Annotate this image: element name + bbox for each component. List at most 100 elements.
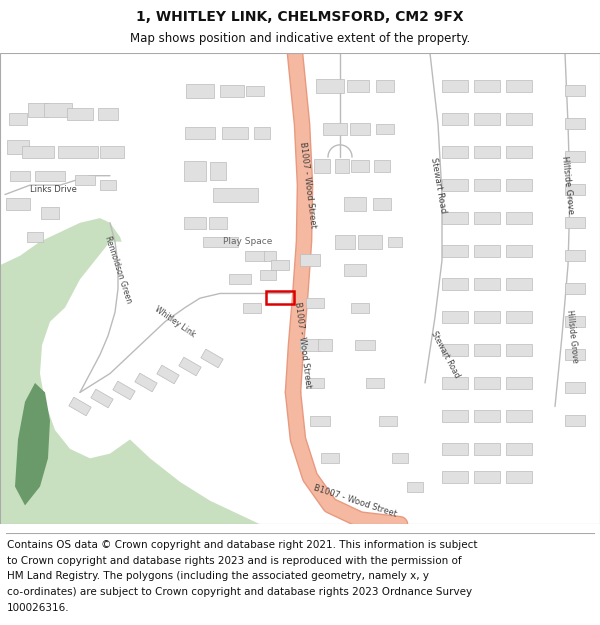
Bar xyxy=(379,416,397,426)
Bar xyxy=(91,389,113,408)
Bar xyxy=(323,122,347,134)
Text: Whitley Link: Whitley Link xyxy=(153,304,197,339)
Bar xyxy=(113,381,135,400)
Text: Hillside Grove: Hillside Grove xyxy=(560,156,575,215)
Bar xyxy=(474,80,500,92)
Text: Hillside Grove: Hillside Grove xyxy=(565,309,579,363)
Bar xyxy=(245,251,265,261)
Bar xyxy=(22,146,54,158)
Bar xyxy=(474,344,500,356)
Bar xyxy=(506,245,532,257)
Bar xyxy=(565,184,585,196)
Bar xyxy=(407,482,423,492)
Bar xyxy=(220,85,244,97)
Bar xyxy=(306,378,324,388)
Bar xyxy=(209,217,227,229)
Bar xyxy=(474,278,500,290)
Bar xyxy=(179,357,201,376)
Bar xyxy=(565,217,585,228)
Bar xyxy=(67,109,93,121)
Bar xyxy=(184,161,206,181)
Bar xyxy=(318,339,332,351)
Bar xyxy=(100,180,116,190)
Bar xyxy=(7,141,29,154)
Bar xyxy=(266,291,294,304)
Bar xyxy=(565,283,585,294)
Bar xyxy=(310,416,330,426)
Bar xyxy=(35,171,65,181)
Bar xyxy=(506,344,532,356)
Bar xyxy=(254,127,270,139)
Bar xyxy=(506,410,532,422)
Bar xyxy=(474,443,500,455)
Bar xyxy=(506,278,532,290)
Bar xyxy=(222,127,248,139)
Bar xyxy=(474,311,500,323)
Bar xyxy=(565,250,585,261)
Text: Rennoldson Green: Rennoldson Green xyxy=(103,235,133,304)
Bar xyxy=(474,245,500,257)
Bar xyxy=(474,471,500,483)
Bar xyxy=(186,84,214,98)
Bar xyxy=(374,160,390,172)
Bar xyxy=(9,113,27,125)
Bar xyxy=(506,443,532,455)
Bar xyxy=(506,471,532,483)
Bar xyxy=(474,179,500,191)
Bar xyxy=(344,197,366,211)
Text: Links Drive: Links Drive xyxy=(30,186,77,194)
Bar xyxy=(474,212,500,224)
Bar xyxy=(300,339,320,351)
Text: Play Space: Play Space xyxy=(223,237,272,246)
Bar xyxy=(344,264,366,276)
Bar xyxy=(316,79,344,93)
Bar xyxy=(506,311,532,323)
Bar xyxy=(306,298,324,308)
Bar xyxy=(75,176,95,186)
Text: Contains OS data © Crown copyright and database right 2021. This information is : Contains OS data © Crown copyright and d… xyxy=(7,540,478,550)
Bar xyxy=(185,127,215,139)
Text: Stewart Road: Stewart Road xyxy=(429,330,461,379)
Bar xyxy=(335,234,355,249)
Bar xyxy=(506,80,532,92)
Text: 1, WHITLEY LINK, CHELMSFORD, CM2 9FX: 1, WHITLEY LINK, CHELMSFORD, CM2 9FX xyxy=(136,10,464,24)
Bar xyxy=(392,453,408,463)
Bar xyxy=(565,118,585,129)
Bar xyxy=(184,217,206,229)
Bar xyxy=(335,159,349,173)
Polygon shape xyxy=(0,218,260,524)
Text: co-ordinates) are subject to Crown copyright and database rights 2023 Ordnance S: co-ordinates) are subject to Crown copyr… xyxy=(7,587,472,597)
Bar xyxy=(442,443,468,455)
Bar xyxy=(229,274,251,284)
Bar xyxy=(27,232,43,242)
Bar xyxy=(442,471,468,483)
Bar xyxy=(506,377,532,389)
Bar xyxy=(442,146,468,158)
Polygon shape xyxy=(40,242,168,458)
Bar xyxy=(10,171,30,181)
Bar xyxy=(373,198,391,210)
Bar xyxy=(442,278,468,290)
Bar xyxy=(100,146,124,158)
Bar xyxy=(442,113,468,125)
Bar xyxy=(474,377,500,389)
Bar xyxy=(506,212,532,224)
Text: B1007 - Wood Street: B1007 - Wood Street xyxy=(312,483,398,518)
Bar xyxy=(243,302,261,312)
Bar xyxy=(201,349,223,368)
Bar xyxy=(351,160,369,172)
Bar xyxy=(69,397,91,416)
Text: Map shows position and indicative extent of the property.: Map shows position and indicative extent… xyxy=(130,32,470,46)
Bar xyxy=(442,311,468,323)
Text: 100026316.: 100026316. xyxy=(7,602,70,612)
Bar xyxy=(203,237,238,247)
Text: to Crown copyright and database rights 2023 and is reproduced with the permissio: to Crown copyright and database rights 2… xyxy=(7,556,462,566)
Bar xyxy=(442,245,468,257)
Bar xyxy=(347,80,369,92)
Bar xyxy=(565,382,585,393)
Bar xyxy=(565,86,585,96)
Bar xyxy=(350,122,370,134)
Bar xyxy=(506,113,532,125)
Bar xyxy=(314,159,330,173)
Bar xyxy=(376,80,394,92)
